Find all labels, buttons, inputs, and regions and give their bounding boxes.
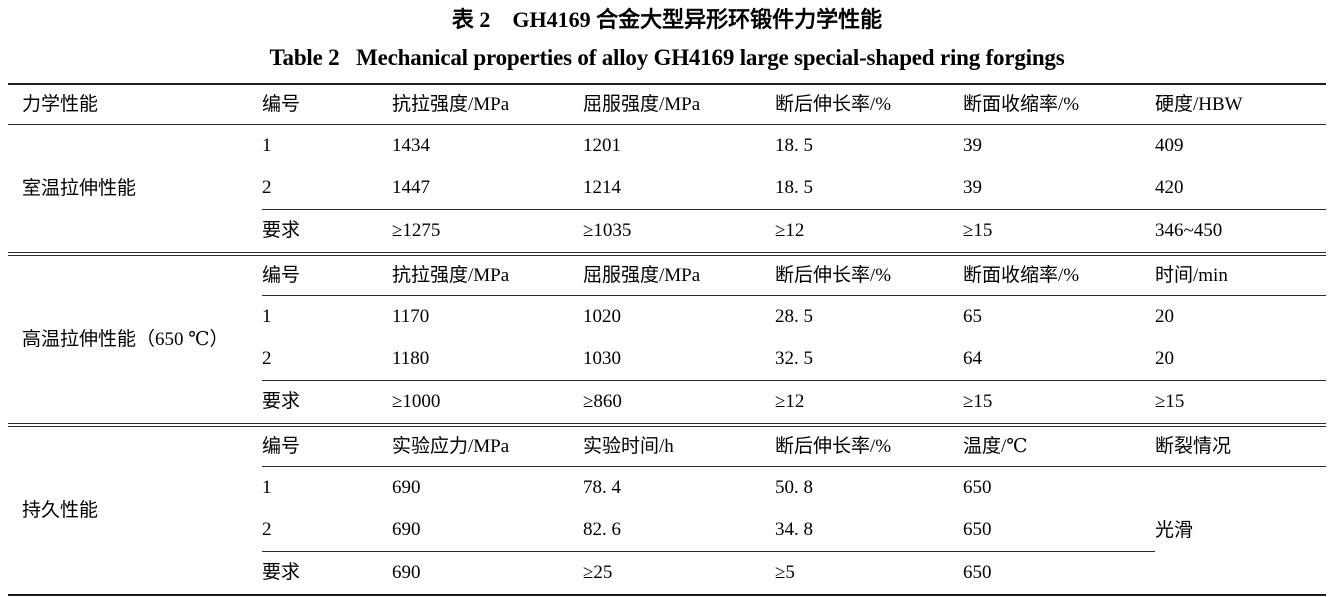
table-row: 1 1170 1020 28. 5 65 20: [8, 296, 1326, 339]
table-cell: ≥1275: [392, 209, 583, 256]
column-header: 抗拉强度/MPa: [392, 254, 583, 296]
column-header: 硬度/HBW: [1155, 84, 1326, 125]
column-header: 力学性能: [8, 84, 262, 125]
table-cell: 20: [1155, 306, 1174, 327]
column-header: 编号: [262, 254, 392, 296]
table-cell: 34. 8: [775, 509, 963, 552]
column-header: 实验应力/MPa: [392, 425, 583, 467]
table-cell: ≥860: [583, 380, 775, 427]
column-header: 断裂情况: [1155, 425, 1326, 467]
table-cell: 1180: [392, 338, 583, 381]
table-cell: 20: [1155, 338, 1326, 381]
mechanical-properties-table: 力学性能 编号 抗拉强度/MPa 屈服强度/MPa 断后伸长率/% 断面收缩率/…: [8, 83, 1326, 596]
table-cell: 2: [262, 167, 392, 210]
column-header: 断面收缩率/%: [963, 84, 1155, 125]
table-row: 1 690 78. 4 50. 8 650 光滑: [8, 467, 1326, 541]
table-cell: 420: [1155, 167, 1326, 210]
table-cell: 28. 5: [775, 306, 813, 327]
table-cell: 50. 8: [775, 477, 813, 498]
table-cell: 18. 5: [775, 167, 963, 210]
table-row: 2 690 82. 6 34. 8 650: [8, 509, 1326, 552]
requirement-row: 要求 ≥1000 ≥860 ≥12 ≥15 ≥15: [8, 380, 1326, 427]
table-cell: 650: [963, 477, 992, 498]
section-label: 室温拉伸性能: [8, 124, 262, 256]
column-header: 断面收缩率/%: [963, 254, 1155, 296]
table-cell: 1: [262, 477, 272, 498]
table-title-chinese: 表 2 GH4169 合金大型异形环锻件力学性能: [451, 7, 883, 32]
table-cell: 346~450: [1155, 209, 1326, 256]
table-cell: ≥1035: [583, 209, 775, 256]
table-cell: 2: [262, 338, 392, 381]
table-cell: ≥1000: [392, 380, 583, 427]
requirement-row: 要求 690 ≥25 ≥5 650: [8, 552, 1326, 596]
table-cell: 1447: [392, 167, 583, 210]
requirement-row: 要求 ≥1275 ≥1035 ≥12 ≥15 346~450: [8, 209, 1326, 256]
table-cell: ≥5: [775, 562, 795, 583]
column-header: 断后伸长率/%: [775, 84, 963, 125]
table-cell: ≥12: [775, 209, 963, 256]
table-cell: 要求: [262, 380, 392, 427]
table-cell: 39: [963, 135, 982, 156]
table-cell: 690: [392, 509, 583, 552]
table-cell: 1434: [392, 135, 430, 156]
table-cell: 64: [963, 338, 1155, 381]
table-cell: 690: [392, 562, 421, 583]
section-header-row: 持久性能 编号 实验应力/MPa 实验时间/h 断后伸长率/% 温度/℃ 断裂情…: [8, 425, 1326, 521]
column-header: 时间/min: [1155, 254, 1326, 296]
table-cell: ≥15: [963, 380, 1155, 427]
table-cell: 650: [963, 562, 992, 583]
table-cell: 要求: [262, 562, 301, 583]
table-cell: ≥15: [1155, 380, 1326, 427]
table-cell: 1: [262, 135, 272, 156]
section-label: 持久性能: [22, 499, 99, 521]
column-header: 断后伸长率/%: [775, 254, 963, 296]
table-title-english: Table 2 Mechanical properties of alloy G…: [269, 45, 1065, 70]
table-row: 室温拉伸性能 1 1434 1201 18. 5 39 409: [8, 124, 1326, 256]
table-cell: 1: [262, 306, 272, 327]
column-header: 抗拉强度/MPa: [392, 84, 583, 125]
merged-fracture-cell: 光滑: [1155, 519, 1194, 541]
column-header: 断后伸长率/%: [775, 425, 963, 467]
table-cell: 690: [392, 477, 421, 498]
column-header: 温度/℃: [963, 425, 1155, 467]
table-cell: 1170: [392, 306, 430, 327]
table-cell: 650: [963, 509, 1155, 552]
table-cell: ≥25: [583, 562, 613, 583]
table-cell: 409: [1155, 135, 1184, 156]
table-cell: 82. 6: [583, 509, 775, 552]
table-cell: 39: [963, 167, 1155, 210]
table-cell: ≥12: [775, 380, 963, 427]
table-cell: ≥15: [963, 209, 1155, 256]
column-header: 编号: [262, 425, 392, 467]
column-header: 屈服强度/MPa: [583, 84, 775, 125]
column-header: 编号: [262, 84, 392, 125]
table-cell: 32. 5: [775, 338, 963, 381]
column-header: 实验时间/h: [583, 425, 775, 467]
table-row: 2 1447 1214 18. 5 39 420: [8, 167, 1326, 210]
column-header: 屈服强度/MPa: [583, 254, 775, 296]
table-cell: 1214: [583, 167, 775, 210]
table-cell: 要求: [262, 209, 392, 256]
table-cell: 1201: [583, 135, 621, 156]
table-cell: 1030: [583, 338, 775, 381]
table-cell: 18. 5: [775, 135, 813, 156]
section-header-row: 高温拉伸性能（650 ℃） 编号 抗拉强度/MPa 屈服强度/MPa 断后伸长率…: [8, 254, 1326, 427]
table-cell: 65: [963, 306, 982, 327]
section-label: 高温拉伸性能（650 ℃）: [8, 254, 262, 427]
table-header-row: 力学性能 编号 抗拉强度/MPa 屈服强度/MPa 断后伸长率/% 断面收缩率/…: [8, 84, 1326, 125]
table-cell: 78. 4: [583, 477, 621, 498]
table-row: 2 1180 1030 32. 5 64 20: [8, 338, 1326, 381]
table-cell: 1020: [583, 306, 621, 327]
table-cell: 2: [262, 509, 392, 552]
